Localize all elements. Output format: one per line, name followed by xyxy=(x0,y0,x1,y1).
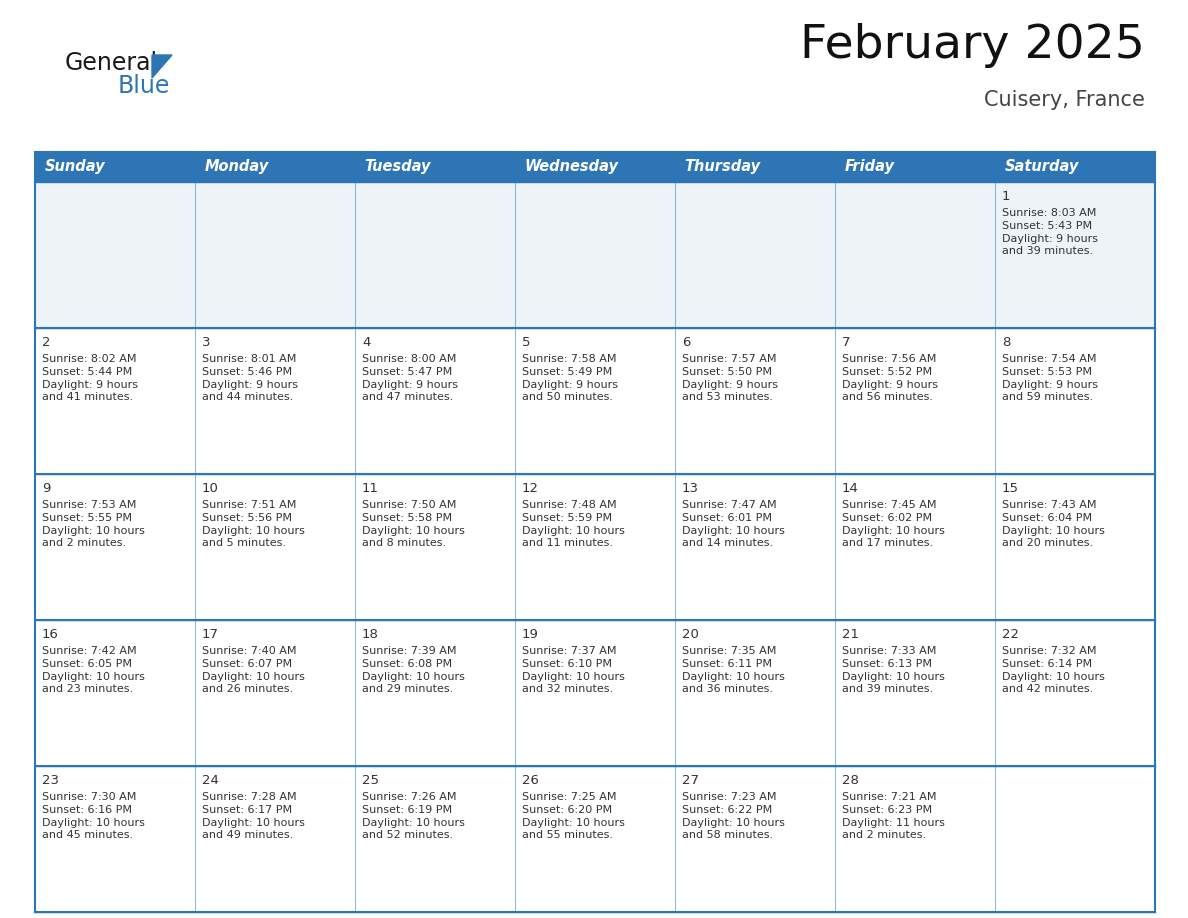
Bar xyxy=(34,620,1155,766)
Text: 7: 7 xyxy=(842,336,851,349)
Bar xyxy=(34,182,1155,328)
Text: Sunrise: 8:02 AM
Sunset: 5:44 PM
Daylight: 9 hours
and 41 minutes.: Sunrise: 8:02 AM Sunset: 5:44 PM Dayligh… xyxy=(42,354,138,402)
Text: 17: 17 xyxy=(202,628,219,641)
Text: Sunrise: 7:35 AM
Sunset: 6:11 PM
Daylight: 10 hours
and 36 minutes.: Sunrise: 7:35 AM Sunset: 6:11 PM Dayligh… xyxy=(682,646,785,694)
Text: 19: 19 xyxy=(522,628,539,641)
Text: Sunrise: 7:54 AM
Sunset: 5:53 PM
Daylight: 9 hours
and 59 minutes.: Sunrise: 7:54 AM Sunset: 5:53 PM Dayligh… xyxy=(1001,354,1098,402)
Text: Sunrise: 7:32 AM
Sunset: 6:14 PM
Daylight: 10 hours
and 42 minutes.: Sunrise: 7:32 AM Sunset: 6:14 PM Dayligh… xyxy=(1001,646,1105,694)
Text: Sunrise: 7:53 AM
Sunset: 5:55 PM
Daylight: 10 hours
and 2 minutes.: Sunrise: 7:53 AM Sunset: 5:55 PM Dayligh… xyxy=(42,500,145,548)
Text: 20: 20 xyxy=(682,628,699,641)
Bar xyxy=(34,328,1155,474)
Text: 1: 1 xyxy=(1001,190,1011,203)
Text: Sunrise: 7:30 AM
Sunset: 6:16 PM
Daylight: 10 hours
and 45 minutes.: Sunrise: 7:30 AM Sunset: 6:16 PM Dayligh… xyxy=(42,792,145,840)
Text: 27: 27 xyxy=(682,774,699,787)
Text: Sunrise: 7:58 AM
Sunset: 5:49 PM
Daylight: 9 hours
and 50 minutes.: Sunrise: 7:58 AM Sunset: 5:49 PM Dayligh… xyxy=(522,354,618,402)
Bar xyxy=(516,152,675,182)
Text: Thursday: Thursday xyxy=(684,160,760,174)
Text: Sunrise: 8:03 AM
Sunset: 5:43 PM
Daylight: 9 hours
and 39 minutes.: Sunrise: 8:03 AM Sunset: 5:43 PM Dayligh… xyxy=(1001,208,1098,256)
Text: 21: 21 xyxy=(842,628,859,641)
Text: 2: 2 xyxy=(42,336,51,349)
Bar xyxy=(34,474,1155,620)
Text: Cuisery, France: Cuisery, France xyxy=(984,90,1145,110)
Text: Sunrise: 7:25 AM
Sunset: 6:20 PM
Daylight: 10 hours
and 55 minutes.: Sunrise: 7:25 AM Sunset: 6:20 PM Dayligh… xyxy=(522,792,625,840)
Text: February 2025: February 2025 xyxy=(801,23,1145,68)
Text: 6: 6 xyxy=(682,336,690,349)
Text: Sunrise: 7:43 AM
Sunset: 6:04 PM
Daylight: 10 hours
and 20 minutes.: Sunrise: 7:43 AM Sunset: 6:04 PM Dayligh… xyxy=(1001,500,1105,548)
Text: Sunrise: 7:28 AM
Sunset: 6:17 PM
Daylight: 10 hours
and 49 minutes.: Sunrise: 7:28 AM Sunset: 6:17 PM Dayligh… xyxy=(202,792,305,840)
Text: Sunrise: 7:40 AM
Sunset: 6:07 PM
Daylight: 10 hours
and 26 minutes.: Sunrise: 7:40 AM Sunset: 6:07 PM Dayligh… xyxy=(202,646,305,694)
Text: 13: 13 xyxy=(682,482,699,495)
Text: 23: 23 xyxy=(42,774,59,787)
Bar xyxy=(34,152,195,182)
Text: Sunrise: 7:48 AM
Sunset: 5:59 PM
Daylight: 10 hours
and 11 minutes.: Sunrise: 7:48 AM Sunset: 5:59 PM Dayligh… xyxy=(522,500,625,548)
Text: 25: 25 xyxy=(362,774,379,787)
Text: Sunrise: 7:26 AM
Sunset: 6:19 PM
Daylight: 10 hours
and 52 minutes.: Sunrise: 7:26 AM Sunset: 6:19 PM Dayligh… xyxy=(362,792,465,840)
Text: Sunrise: 8:00 AM
Sunset: 5:47 PM
Daylight: 9 hours
and 47 minutes.: Sunrise: 8:00 AM Sunset: 5:47 PM Dayligh… xyxy=(362,354,459,402)
Text: Sunrise: 8:01 AM
Sunset: 5:46 PM
Daylight: 9 hours
and 44 minutes.: Sunrise: 8:01 AM Sunset: 5:46 PM Dayligh… xyxy=(202,354,298,402)
Text: 9: 9 xyxy=(42,482,50,495)
Text: 28: 28 xyxy=(842,774,859,787)
Text: Blue: Blue xyxy=(118,74,170,98)
Text: Tuesday: Tuesday xyxy=(365,160,431,174)
Text: Sunrise: 7:45 AM
Sunset: 6:02 PM
Daylight: 10 hours
and 17 minutes.: Sunrise: 7:45 AM Sunset: 6:02 PM Dayligh… xyxy=(842,500,944,548)
Text: 22: 22 xyxy=(1001,628,1019,641)
Text: Sunrise: 7:33 AM
Sunset: 6:13 PM
Daylight: 10 hours
and 39 minutes.: Sunrise: 7:33 AM Sunset: 6:13 PM Dayligh… xyxy=(842,646,944,694)
Text: Sunrise: 7:47 AM
Sunset: 6:01 PM
Daylight: 10 hours
and 14 minutes.: Sunrise: 7:47 AM Sunset: 6:01 PM Dayligh… xyxy=(682,500,785,548)
Text: Sunrise: 7:51 AM
Sunset: 5:56 PM
Daylight: 10 hours
and 5 minutes.: Sunrise: 7:51 AM Sunset: 5:56 PM Dayligh… xyxy=(202,500,305,548)
Bar xyxy=(835,152,996,182)
Polygon shape xyxy=(152,55,172,78)
Text: 5: 5 xyxy=(522,336,531,349)
Text: 24: 24 xyxy=(202,774,219,787)
Text: Sunrise: 7:56 AM
Sunset: 5:52 PM
Daylight: 9 hours
and 56 minutes.: Sunrise: 7:56 AM Sunset: 5:52 PM Dayligh… xyxy=(842,354,939,402)
Text: 11: 11 xyxy=(362,482,379,495)
Text: 8: 8 xyxy=(1001,336,1010,349)
Text: 3: 3 xyxy=(202,336,210,349)
Text: Sunrise: 7:23 AM
Sunset: 6:22 PM
Daylight: 10 hours
and 58 minutes.: Sunrise: 7:23 AM Sunset: 6:22 PM Dayligh… xyxy=(682,792,785,840)
Bar xyxy=(355,152,516,182)
Bar xyxy=(996,152,1155,182)
Text: 16: 16 xyxy=(42,628,59,641)
Text: 12: 12 xyxy=(522,482,539,495)
Text: 4: 4 xyxy=(362,336,371,349)
Text: General: General xyxy=(65,51,158,75)
Text: 18: 18 xyxy=(362,628,379,641)
Text: Sunrise: 7:39 AM
Sunset: 6:08 PM
Daylight: 10 hours
and 29 minutes.: Sunrise: 7:39 AM Sunset: 6:08 PM Dayligh… xyxy=(362,646,465,694)
Text: 14: 14 xyxy=(842,482,859,495)
Text: Saturday: Saturday xyxy=(1005,160,1079,174)
Text: 10: 10 xyxy=(202,482,219,495)
Text: Sunrise: 7:37 AM
Sunset: 6:10 PM
Daylight: 10 hours
and 32 minutes.: Sunrise: 7:37 AM Sunset: 6:10 PM Dayligh… xyxy=(522,646,625,694)
Text: 26: 26 xyxy=(522,774,539,787)
Text: Sunday: Sunday xyxy=(45,160,106,174)
Bar xyxy=(195,152,355,182)
Text: 15: 15 xyxy=(1001,482,1019,495)
Text: Wednesday: Wednesday xyxy=(525,160,619,174)
Text: Sunrise: 7:42 AM
Sunset: 6:05 PM
Daylight: 10 hours
and 23 minutes.: Sunrise: 7:42 AM Sunset: 6:05 PM Dayligh… xyxy=(42,646,145,694)
Bar xyxy=(34,766,1155,912)
Text: Sunrise: 7:21 AM
Sunset: 6:23 PM
Daylight: 11 hours
and 2 minutes.: Sunrise: 7:21 AM Sunset: 6:23 PM Dayligh… xyxy=(842,792,944,840)
Text: Monday: Monday xyxy=(204,160,268,174)
Text: Sunrise: 7:57 AM
Sunset: 5:50 PM
Daylight: 9 hours
and 53 minutes.: Sunrise: 7:57 AM Sunset: 5:50 PM Dayligh… xyxy=(682,354,778,402)
Text: Friday: Friday xyxy=(845,160,895,174)
Bar xyxy=(675,152,835,182)
Text: Sunrise: 7:50 AM
Sunset: 5:58 PM
Daylight: 10 hours
and 8 minutes.: Sunrise: 7:50 AM Sunset: 5:58 PM Dayligh… xyxy=(362,500,465,548)
